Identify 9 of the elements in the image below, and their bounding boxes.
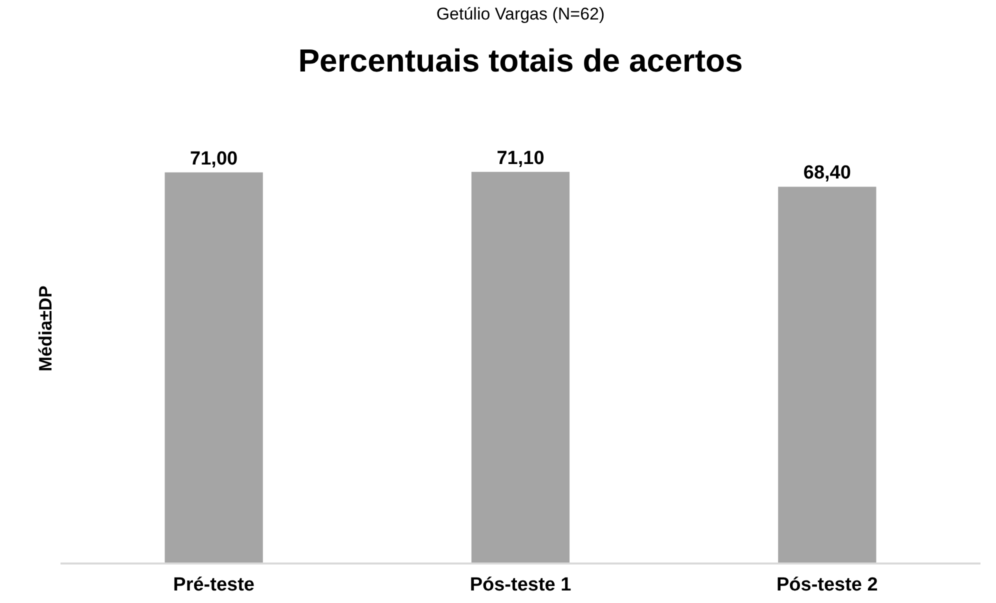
- y-axis-title: Média±DP: [36, 286, 56, 372]
- x-tick-label: Pós-teste 1: [470, 574, 572, 596]
- text: Getúlio Vargas (N=62): [436, 4, 605, 24]
- x-tick-label: Pós-teste 2: [776, 574, 878, 596]
- x-tick-label: Pré-teste: [173, 574, 255, 596]
- data-label: 71,10: [496, 148, 544, 169]
- data-label: 71,00: [190, 148, 238, 170]
- data-label: 68,40: [803, 162, 851, 184]
- chart-title: Percentuais totais de acertos: [298, 42, 743, 78]
